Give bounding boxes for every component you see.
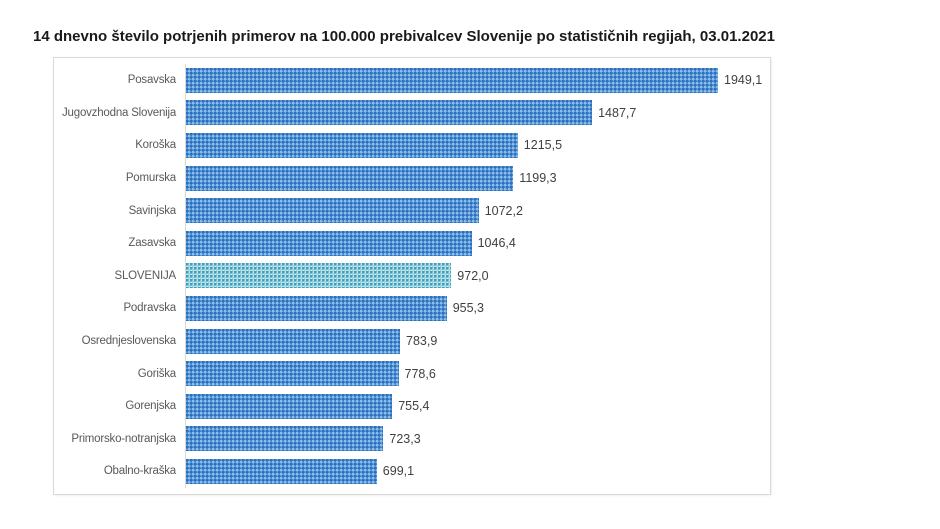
bar-value: 783,9 (406, 334, 438, 349)
bar-track: 1199,3 (185, 161, 764, 195)
bar-row: Jugovzhodna Slovenija 1487,7 (62, 96, 764, 130)
bar-track: 955,3 (185, 292, 764, 325)
bar-row: Primorsko-notranjska 723,3 (62, 422, 764, 456)
bar-value: 699,1 (382, 464, 415, 479)
bar (186, 426, 384, 452)
bar-value: 778,6 (404, 366, 436, 381)
bar-track: 1072,2 (185, 194, 764, 227)
bar-track: 699,1 (185, 455, 764, 488)
bar (186, 328, 400, 354)
bar-rows: Posavska 1949,1 Jugovzhodna Slovenija 1487,… (62, 64, 764, 488)
bar-track: 1215,5 (185, 129, 764, 162)
bar-track: 778,6 (185, 357, 764, 390)
bar-track: 1487,7 (185, 96, 764, 130)
bar-row: Savinjska 1072,2 (62, 194, 764, 227)
bar-value: 972,0 (457, 268, 489, 283)
bar-value: 1046,4 (477, 236, 516, 251)
bar-label: Gorenjska (125, 400, 176, 413)
bar-highlight (186, 263, 452, 289)
bar-value: 755,4 (398, 399, 430, 414)
bar-label: Zasavska (128, 237, 176, 250)
bar (186, 165, 514, 191)
bar (186, 132, 518, 158)
bar (186, 198, 479, 224)
chart-container: Posavska 1949,1 Jugovzhodna Slovenija 1487,… (53, 57, 771, 495)
bar-label: Koroška (135, 139, 176, 152)
bar-track: 723,3 (185, 422, 764, 456)
bar-row: Koroška 1215,5 (62, 129, 764, 162)
bar-value: 1949,1 (724, 73, 763, 88)
bar-row: Goriška 778,6 (62, 357, 764, 390)
bar (186, 100, 593, 126)
bar-label: Primorsko-notranjska (71, 432, 176, 445)
bar-label: Savinjska (128, 204, 177, 217)
chart-title: 14 dnevno število potrjenih primerov na … (33, 28, 775, 45)
bar (186, 230, 472, 256)
bar-track: 972,0 (185, 259, 764, 293)
bar-row: Pomurska 1199,3 (62, 161, 764, 195)
bar-track: 1949,1 (185, 64, 764, 97)
bar-track: 1046,4 (185, 226, 764, 260)
bar-label: SLOVENIJA (114, 269, 177, 282)
bar-row: Osrednjeslovenska 783,9 (62, 324, 764, 358)
bar-row: Zasavska 1046,4 (62, 226, 764, 260)
bar-label: Goriška (137, 367, 176, 380)
bar-value: 955,3 (452, 301, 484, 316)
bar-value: 723,3 (389, 431, 421, 446)
bar-label: Osrednjeslovenska (81, 335, 177, 348)
bar (186, 295, 447, 321)
bar (186, 361, 399, 387)
bar (186, 393, 393, 419)
bar-label: Podravska (123, 302, 176, 315)
bar-value: 1199,3 (519, 171, 557, 186)
bar-label: Posavska (127, 74, 176, 87)
bar-row: Gorenjska 755,4 (62, 389, 764, 423)
bar-label: Pomurska (125, 172, 176, 185)
bar-row: Podravska 955,3 (62, 292, 764, 325)
bar-row: Obalno-kraška 699,1 (62, 455, 764, 488)
bar-row: SLOVENIJA 972,0 (62, 259, 764, 293)
bar-value: 1215,5 (523, 138, 563, 153)
bar-row: Posavska 1949,1 (62, 64, 764, 97)
bar-track: 783,9 (185, 324, 764, 358)
bar-label: Jugovzhodna Slovenija (62, 106, 177, 119)
bar (186, 458, 377, 484)
bar-label: Obalno-kraška (103, 465, 176, 478)
bar-value: 1072,2 (484, 203, 523, 218)
bar-value: 1487,7 (598, 105, 637, 120)
bar (186, 67, 718, 93)
bar-track: 755,4 (185, 389, 764, 423)
